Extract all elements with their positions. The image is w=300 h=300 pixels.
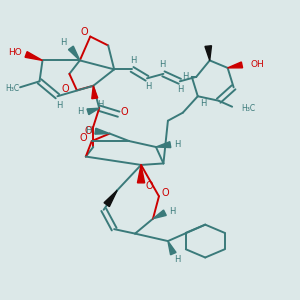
Text: H: H <box>178 85 184 94</box>
Text: O: O <box>80 27 88 37</box>
Text: H: H <box>56 101 62 110</box>
Text: O: O <box>84 127 92 136</box>
Text: H: H <box>98 100 104 109</box>
Text: H₃C: H₃C <box>241 104 255 113</box>
Text: H: H <box>174 255 180 264</box>
Text: O: O <box>80 133 87 143</box>
Text: H: H <box>174 140 181 148</box>
Text: H: H <box>182 72 188 81</box>
Polygon shape <box>92 86 98 99</box>
Polygon shape <box>153 210 166 219</box>
Polygon shape <box>95 128 110 134</box>
Polygon shape <box>156 142 171 148</box>
Text: H: H <box>169 207 176 216</box>
Text: H₃C: H₃C <box>6 84 20 93</box>
Polygon shape <box>87 108 99 115</box>
Text: H: H <box>200 99 206 108</box>
Text: H: H <box>130 56 136 65</box>
Text: HO: HO <box>8 49 22 58</box>
Text: O: O <box>61 84 69 94</box>
Polygon shape <box>68 46 80 60</box>
Polygon shape <box>25 52 43 60</box>
Polygon shape <box>104 190 117 207</box>
Text: O: O <box>161 188 169 198</box>
Text: H: H <box>60 38 67 47</box>
Text: H: H <box>85 126 92 135</box>
Polygon shape <box>168 241 176 255</box>
Text: H: H <box>159 60 165 69</box>
Polygon shape <box>137 165 145 183</box>
Text: OH: OH <box>250 60 264 69</box>
Text: O: O <box>120 107 128 117</box>
Polygon shape <box>228 62 243 68</box>
Text: H: H <box>76 107 83 116</box>
Text: O: O <box>146 181 153 191</box>
Polygon shape <box>205 46 211 60</box>
Text: H: H <box>145 82 151 91</box>
